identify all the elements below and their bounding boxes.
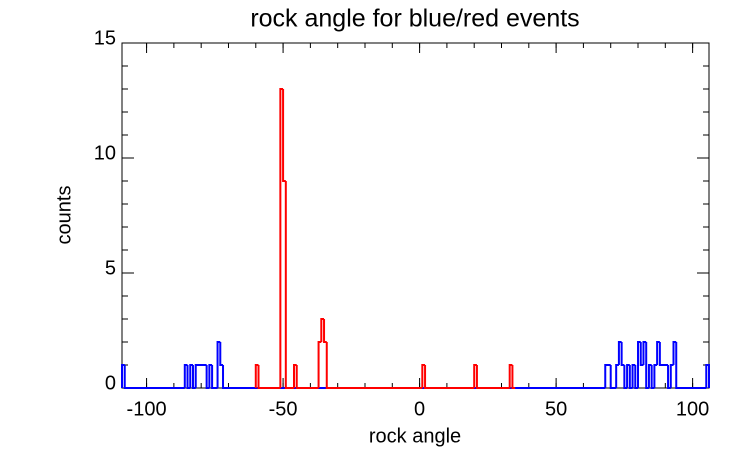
histogram-step	[615, 364, 619, 388]
histogram-step	[675, 342, 707, 389]
histogram-step	[658, 342, 669, 366]
chart-title: rock angle for blue/red events	[250, 5, 579, 33]
histogram-step	[282, 89, 286, 182]
y-tick-label: 0	[105, 372, 116, 394]
histogram-step	[653, 364, 658, 388]
histogram-step	[317, 341, 322, 388]
histogram-step	[705, 364, 710, 388]
y-tick-label: 15	[94, 27, 116, 49]
histogram-step	[609, 365, 617, 389]
plot-frame	[121, 42, 710, 389]
y-tick-label: 5	[105, 257, 116, 279]
x-tick-label: 100	[676, 398, 709, 420]
histogram-step	[211, 365, 218, 389]
x-tick-label: 50	[545, 398, 567, 420]
x-tick-label: -50	[269, 398, 298, 420]
histogram-step	[295, 365, 319, 389]
y-axis-label: counts	[53, 186, 75, 245]
histogram-step	[219, 342, 224, 366]
x-tick-label: 0	[414, 398, 425, 420]
histogram-step	[511, 365, 516, 389]
histogram-step	[669, 364, 674, 388]
y-tick-label: 10	[94, 142, 116, 164]
histogram-step	[194, 364, 207, 388]
histogram-step	[620, 342, 625, 366]
x-axis-label: rock angle	[369, 425, 461, 447]
histogram-step	[284, 181, 295, 389]
histogram-step	[424, 365, 475, 389]
histogram-step	[475, 365, 510, 389]
x-tick-label: -100	[127, 398, 167, 420]
histogram-step	[323, 319, 327, 343]
histogram-step	[325, 342, 423, 389]
histogram-step	[257, 365, 281, 389]
histogram-step	[123, 365, 185, 389]
histogram-step	[604, 364, 611, 388]
